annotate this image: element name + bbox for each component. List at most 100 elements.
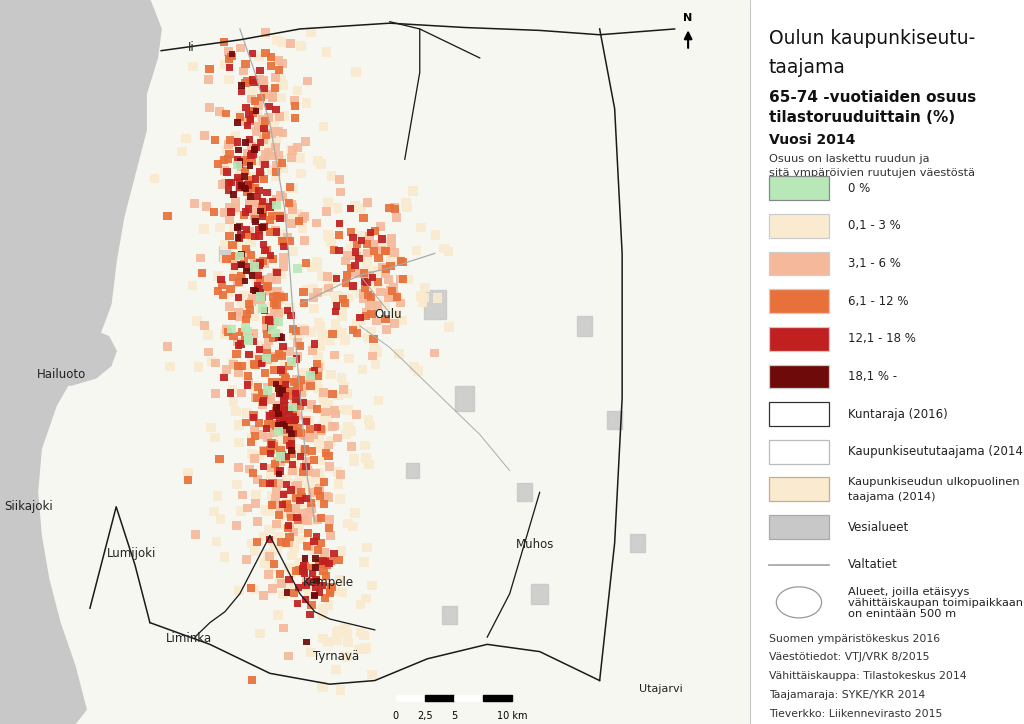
Bar xyxy=(298,224,307,233)
Bar xyxy=(252,175,259,182)
Bar xyxy=(230,197,240,206)
Bar xyxy=(312,515,322,524)
Bar xyxy=(256,171,265,180)
Bar xyxy=(261,344,270,353)
Bar xyxy=(262,353,270,362)
Bar xyxy=(373,250,383,259)
Bar xyxy=(258,115,266,124)
Bar xyxy=(278,59,287,68)
Bar xyxy=(243,327,252,336)
Bar xyxy=(213,272,223,281)
Text: Kaupunkiseututaajama (2014): Kaupunkiseututaajama (2014) xyxy=(848,445,1024,458)
Bar xyxy=(292,513,302,522)
Bar xyxy=(278,389,287,397)
Bar xyxy=(349,203,359,212)
Bar xyxy=(300,515,309,523)
Bar xyxy=(283,481,290,488)
Bar xyxy=(326,560,333,567)
Bar xyxy=(281,426,289,434)
Bar xyxy=(271,201,282,210)
Bar xyxy=(163,212,172,220)
Bar xyxy=(333,275,340,282)
Bar xyxy=(286,539,295,548)
Bar xyxy=(331,319,340,328)
Bar xyxy=(287,312,295,319)
Bar xyxy=(283,452,290,460)
Bar xyxy=(272,401,281,410)
Text: vähittäiskaupan toimipaikkaan: vähittäiskaupan toimipaikkaan xyxy=(848,598,1023,608)
Bar xyxy=(267,165,276,174)
Bar xyxy=(233,463,243,471)
Bar xyxy=(226,324,236,333)
Bar xyxy=(290,378,298,386)
Bar xyxy=(238,162,246,171)
Bar xyxy=(313,578,319,584)
Bar xyxy=(282,392,289,399)
Bar xyxy=(181,134,191,143)
Bar xyxy=(273,532,284,542)
Bar xyxy=(198,269,206,277)
Bar xyxy=(294,400,302,408)
Bar xyxy=(335,247,343,254)
Bar xyxy=(321,500,329,508)
Bar xyxy=(254,174,264,183)
Bar xyxy=(258,430,267,439)
Bar xyxy=(293,484,301,492)
Bar xyxy=(272,228,281,235)
Bar xyxy=(283,436,291,444)
Bar xyxy=(274,576,285,586)
Text: 12,1 - 18 %: 12,1 - 18 % xyxy=(848,332,916,345)
Bar xyxy=(255,199,264,208)
Bar xyxy=(279,388,286,395)
Bar xyxy=(275,571,284,578)
Bar xyxy=(335,295,344,304)
Bar xyxy=(245,334,253,342)
Bar xyxy=(288,146,297,155)
Bar xyxy=(361,453,371,463)
Bar xyxy=(390,248,399,257)
Bar xyxy=(333,434,342,442)
Bar xyxy=(266,480,273,487)
Bar xyxy=(220,552,229,562)
Bar xyxy=(300,430,310,439)
Bar xyxy=(226,390,234,397)
Bar xyxy=(238,389,246,397)
Polygon shape xyxy=(0,0,161,724)
Bar xyxy=(248,266,257,275)
Bar xyxy=(352,240,361,248)
Bar xyxy=(264,114,272,122)
Bar xyxy=(348,522,357,531)
Bar xyxy=(274,350,283,358)
Bar xyxy=(302,380,311,389)
Bar xyxy=(234,586,244,595)
Bar xyxy=(238,491,247,500)
Bar xyxy=(286,39,295,48)
Bar xyxy=(251,432,259,440)
Bar xyxy=(271,195,281,205)
Bar xyxy=(230,266,241,275)
Bar xyxy=(298,214,307,223)
Bar xyxy=(416,291,426,300)
Bar xyxy=(355,255,362,262)
Bar xyxy=(280,418,288,425)
Bar xyxy=(248,294,257,303)
Bar xyxy=(280,491,287,498)
Bar xyxy=(269,138,279,148)
Bar xyxy=(381,247,389,255)
Bar xyxy=(256,262,263,269)
Bar xyxy=(289,528,298,536)
Bar xyxy=(311,584,319,592)
Bar xyxy=(283,375,291,383)
Bar xyxy=(284,537,294,547)
Bar xyxy=(317,611,328,620)
Bar xyxy=(242,245,250,253)
Bar xyxy=(264,148,273,156)
Bar xyxy=(310,538,317,545)
Bar xyxy=(188,62,198,71)
Bar xyxy=(419,292,429,302)
Bar xyxy=(237,241,247,251)
Bar xyxy=(325,232,334,242)
Bar xyxy=(239,182,245,189)
Bar xyxy=(270,560,279,568)
Bar xyxy=(252,361,260,369)
